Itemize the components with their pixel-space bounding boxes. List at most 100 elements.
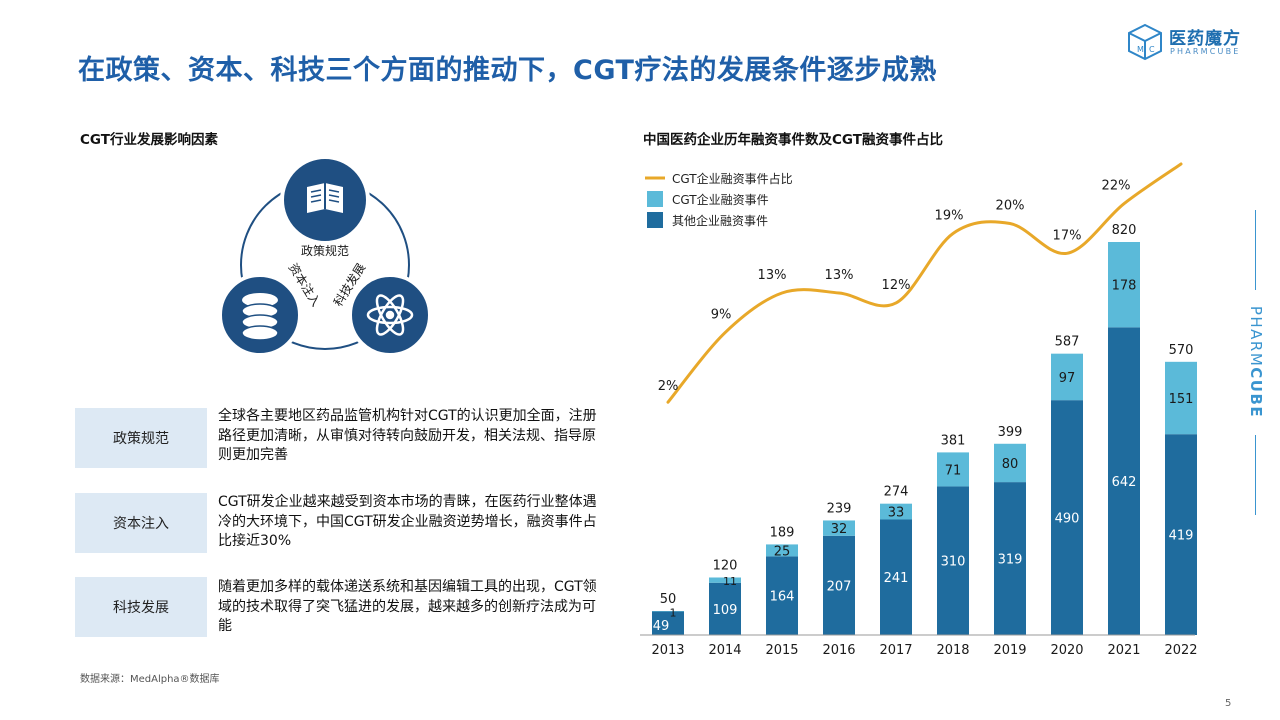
chart-line: 2% 9% 13% 13% 12% 19% 20% 17% 22% 26% [658,150,1196,404]
tick-label-2014: 2014 [708,643,741,658]
bar-cgt-2021 [1108,242,1140,328]
label-total-2014: 120 [713,558,738,573]
ratio-label-2014: 9% [711,308,732,323]
label-other-2017: 241 [884,571,909,586]
ratio-label-2015: 13% [758,268,787,283]
ratio-line [666,162,1183,404]
bar-cgt-2019 [994,443,1026,483]
label-cgt-2018: 71 [945,463,962,478]
label-other-2015: 164 [770,590,795,605]
ratio-label-2021: 22% [1102,179,1131,194]
label-total-2013: 50 [660,592,677,607]
tick-label-2019: 2019 [993,643,1026,658]
label-cgt-2016: 32 [831,522,848,537]
page-number: 5 [1225,698,1232,709]
label-cgt-2021: 178 [1112,279,1137,294]
label-total-2021: 820 [1112,223,1137,238]
ratio-label-2022: 26% [1167,150,1196,154]
ratio-label-2016: 13% [825,268,854,283]
label-total-2017: 274 [884,485,909,500]
label-cgt-2015: 25 [774,544,791,559]
legend-swatch-cgt [647,191,663,207]
label-other-2019: 319 [998,553,1023,568]
label-other-2021: 642 [1112,475,1137,490]
chart-heading: 中国医药企业历年融资事件数及CGT融资事件占比 [643,132,943,148]
legend-label-cgt: CGT企业融资事件 [672,192,769,207]
label-cgt-2022: 151 [1169,392,1194,407]
factor-desc-capital: CGT研发企业越来越受到资本市场的青睐，在医药行业整体遇冷的大环境下，中国CGT… [218,494,597,549]
legend-label-other: 其他企业融资事件 [672,213,768,228]
label-total-2015: 189 [770,525,795,540]
bar-other-2013 [652,611,684,635]
factor-desc-policy: 全球各主要地区药品监管机构针对CGT的认识更加全面，注册路径更加清晰，从审慎对待… [218,408,597,463]
tick-label-2018: 2018 [936,643,969,658]
coins-icon [241,293,279,341]
label-other-2018: 310 [941,555,966,570]
tick-label-2016: 2016 [822,643,855,658]
bar-cgt-2018 [937,452,969,487]
label-other-2022: 419 [1169,529,1194,544]
chart-x-axis: 2013 2014 2015 2016 2017 2018 2019 2020 2021 2022 [640,634,1198,658]
data-source-note: 数据来源：MedAlpha®数据库 [80,674,220,685]
bar-other-2015 [766,556,798,635]
label-total-2022: 570 [1169,343,1194,358]
bar-cgt-2014 [709,577,741,583]
tick-label-2013: 2013 [651,643,684,658]
atom-icon [366,294,414,336]
label-other-2013: 49 [653,619,670,634]
legend-label-line: CGT企业融资事件占比 [672,171,793,186]
side-brand-suffix: CUBE [1247,367,1265,419]
bar-cgt-2015 [766,544,798,557]
side-brand-prefix: PHARM [1247,305,1265,368]
label-total-2016: 239 [827,501,852,516]
factor-label-technology: 科技发展 [75,577,207,637]
ratio-label-2018: 19% [935,208,964,223]
book-icon [307,183,343,213]
label-cgt-2017: 33 [888,506,905,521]
logo-cube-letter-c: C [1149,45,1155,54]
bar-cgt-2022 [1165,361,1197,435]
bar-other-2021 [1108,327,1140,635]
logo-name-cn: 医药魔方 [1169,29,1241,49]
bar-other-2018 [937,486,969,635]
label-other-2014: 109 [713,603,738,618]
legend-swatch-other [647,212,663,228]
factor-desc-technology: 随着更加多样的载体递送系统和基因编辑工具的出现，CGT领域的技术取得了突飞猛进的… [218,579,597,634]
page-title: 在政策、资本、科技三个方面的推动下，CGT疗法的发展条件逐步成熟 [78,55,937,86]
pharmcube-logo: M C 医药魔方 PHARMCUBE [1125,22,1265,62]
label-total-2018: 381 [941,433,966,448]
tick-label-2017: 2017 [879,643,912,658]
tick-label-2021: 2021 [1107,643,1140,658]
ratio-label-2013: 2% [658,379,679,394]
label-cgt-2020: 97 [1059,371,1076,386]
bar-other-2020 [1051,400,1083,635]
logo-cube-letter-m: M [1137,45,1144,54]
ratio-label-2019: 20% [996,199,1025,214]
tick-label-2020: 2020 [1050,643,1083,658]
ratio-label-2020: 17% [1053,228,1082,243]
label-cgt-2013: 1 [670,606,677,619]
bar-other-2022 [1165,434,1197,635]
tick-label-2022: 2022 [1164,643,1197,658]
factor-label-capital: 资本注入 [75,493,207,553]
label-cgt-2014: 11 [723,575,737,588]
tick-label-2015: 2015 [765,643,798,658]
label-cgt-2019: 80 [1002,457,1019,472]
factors-heading: CGT行业发展影响因素 [80,132,218,148]
label-other-2016: 207 [827,579,852,594]
bar-cgt-2016 [823,520,855,536]
cube-logo-icon: M C [1128,23,1162,61]
label-other-2020: 490 [1055,512,1080,527]
label-total-2019: 399 [998,425,1023,440]
diagram-label-policy: 政策规范 [301,243,349,258]
side-brand: PHARMCUBE [1238,210,1274,515]
logo-name-en: PHARMCUBE [1170,47,1241,56]
ratio-label-2017: 12% [882,278,911,293]
bar-cgt-2020 [1051,353,1083,401]
bar-other-2019 [994,482,1026,635]
factor-cycle-diagram: 政策规范 资本注入 科技发展 [218,155,432,357]
factor-label-policy: 政策规范 [75,408,207,468]
